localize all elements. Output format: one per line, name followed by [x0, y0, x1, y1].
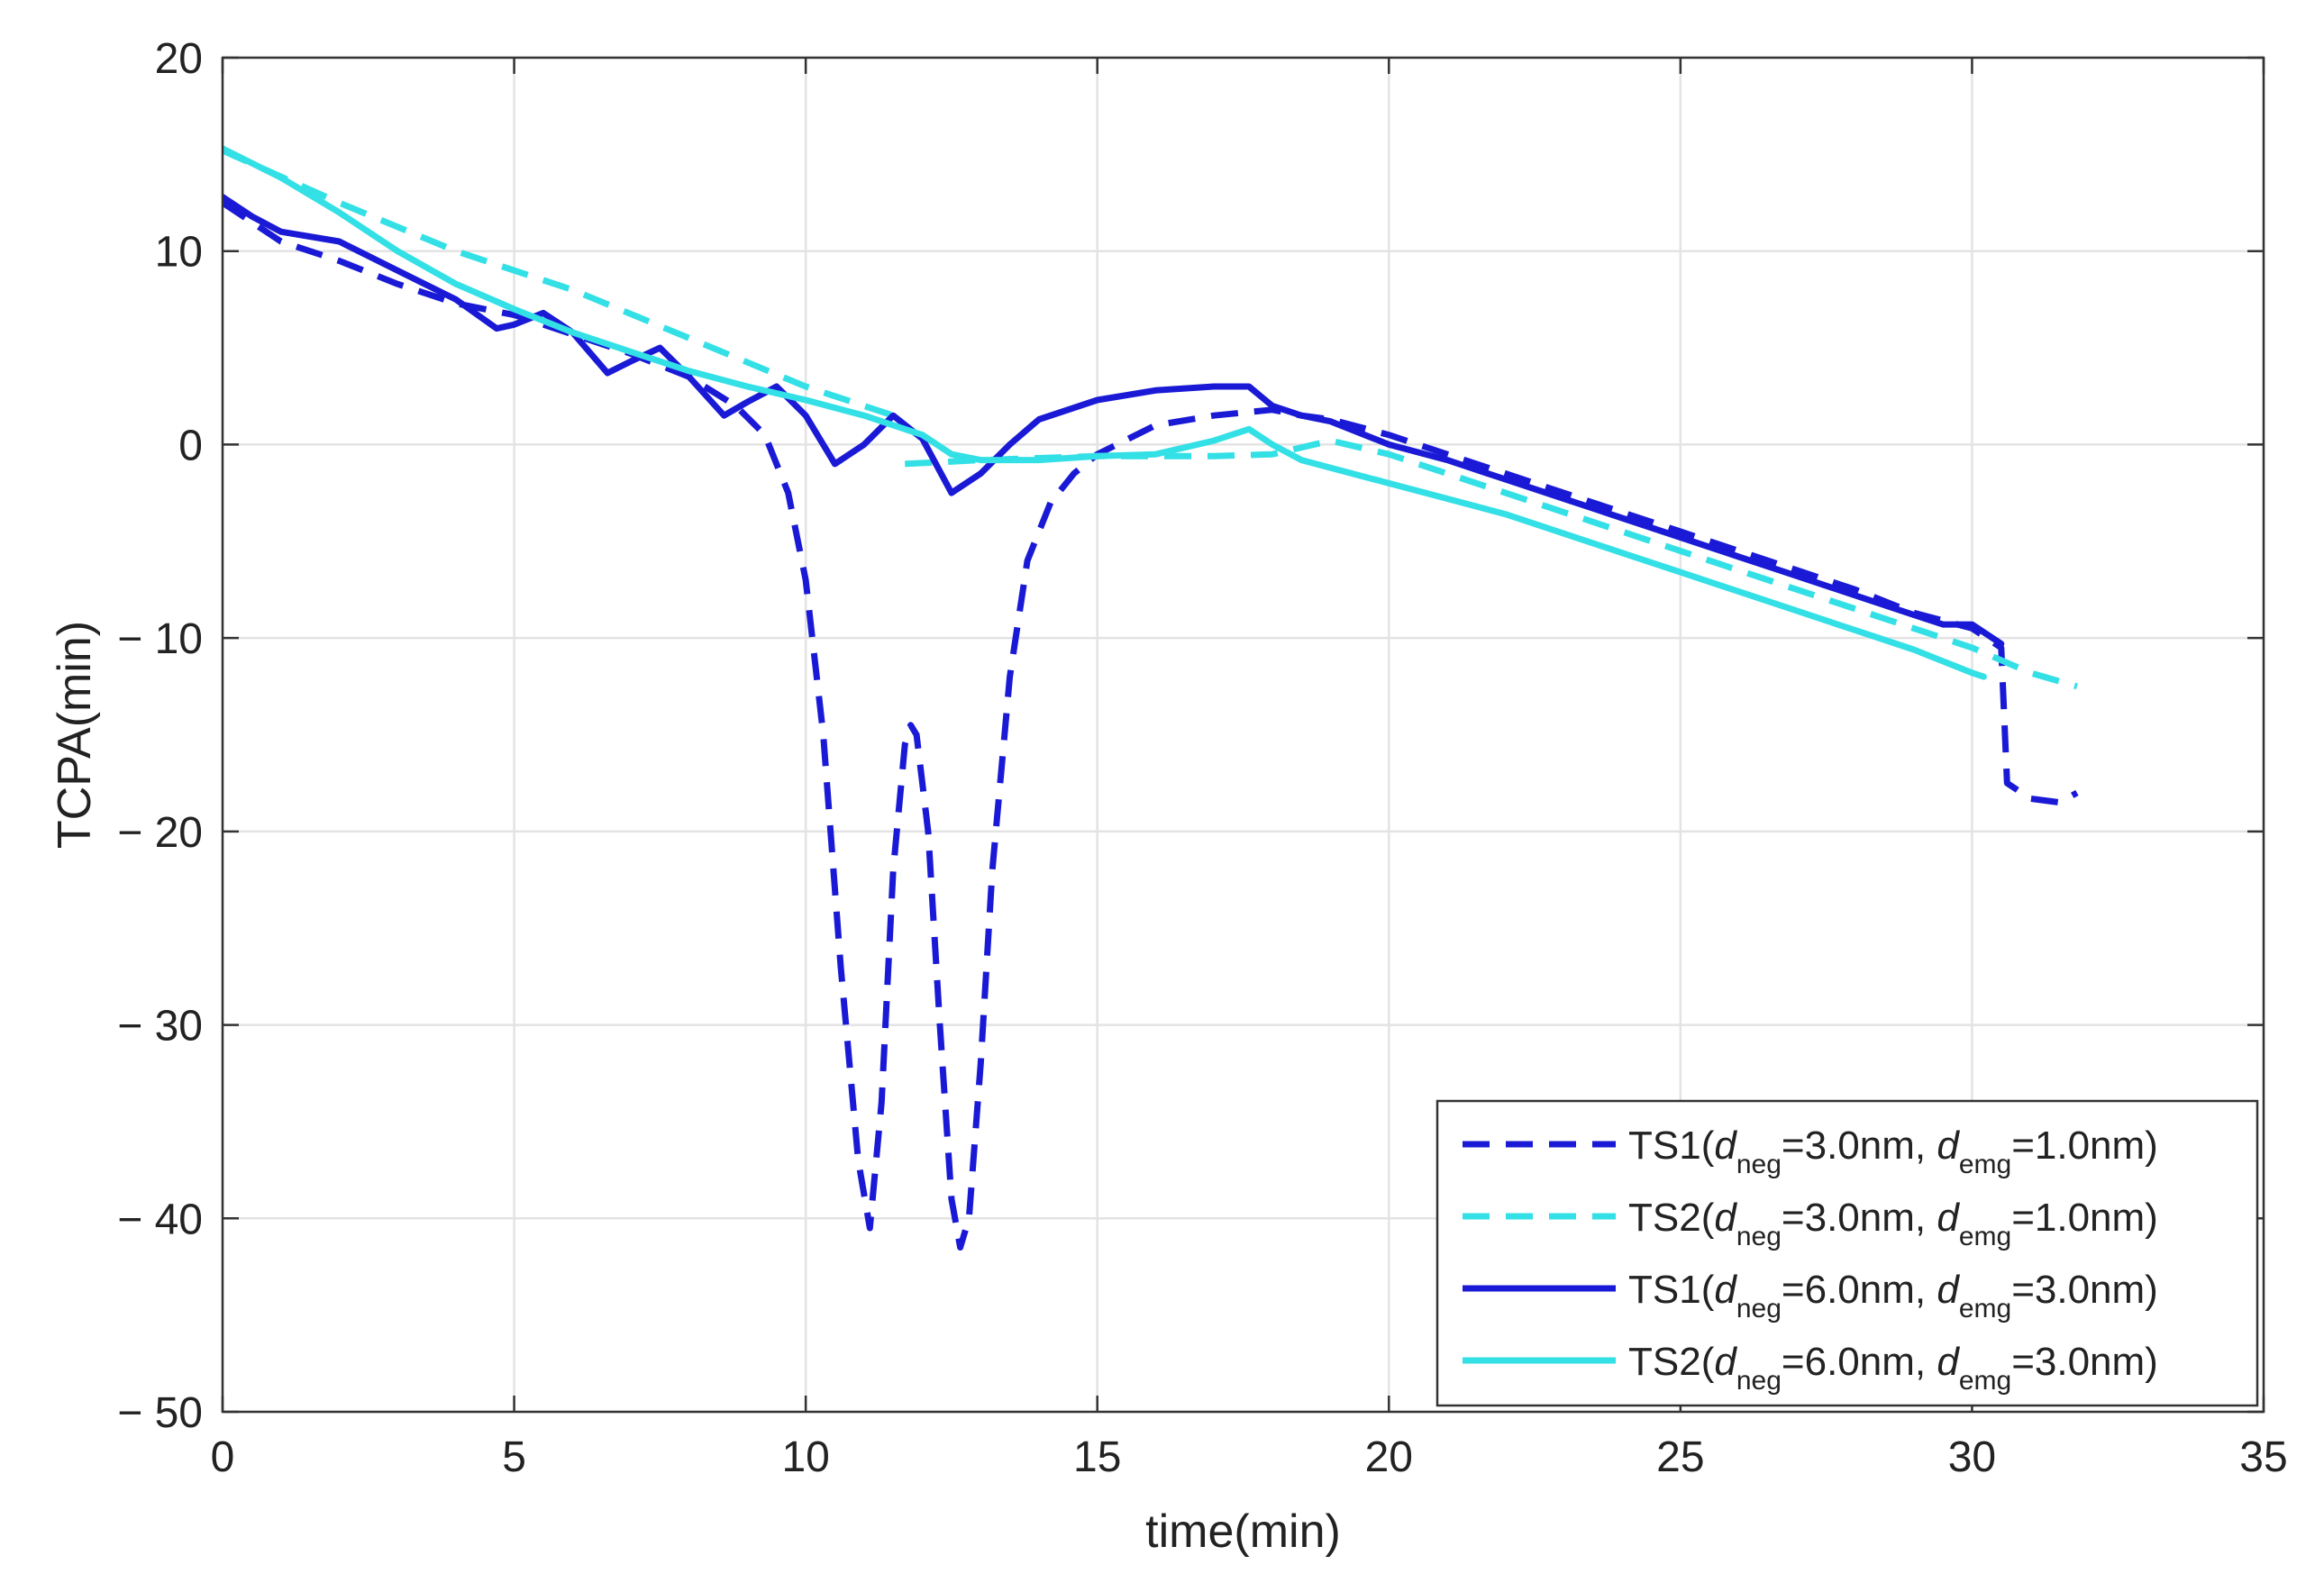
- legend-text-part: =3.0nm,: [1782, 1124, 1937, 1168]
- legend-text-part: =3.0nm,: [1782, 1196, 1937, 1240]
- legend-text-part: d: [1937, 1124, 1960, 1168]
- legend-text-part: TS1(: [1628, 1124, 1715, 1168]
- series-line-3-segment-1: [223, 194, 2005, 648]
- legend-text-part: =6.0nm,: [1782, 1340, 1937, 1384]
- legend-text-part: neg: [1736, 1222, 1782, 1251]
- legend-text-part: d: [1937, 1268, 1960, 1312]
- legend-text-part: TS1(: [1628, 1268, 1715, 1312]
- y-tick-label: 10: [155, 229, 203, 277]
- legend-text-part: =1.0nm): [2011, 1196, 2158, 1240]
- legend-label-1: TS1(dneg=3.0nm, demg=1.0nm): [1628, 1124, 2158, 1179]
- legend-text-part: emg: [1959, 1222, 2011, 1251]
- axes-box: [221, 56, 2265, 1414]
- x-tick-label: 30: [1948, 1433, 1996, 1481]
- y-axis-label: TCPA(min): [49, 621, 101, 849]
- y-tick-label: 20: [155, 35, 203, 83]
- ticks: [221, 56, 2265, 1414]
- legend-label-2: TS2(dneg=3.0nm, demg=1.0nm): [1628, 1196, 2158, 1251]
- x-tick-label: 10: [781, 1433, 829, 1481]
- legend-text-part: d: [1714, 1340, 1737, 1384]
- legend-text-part: =6.0nm,: [1782, 1268, 1937, 1312]
- legend-text-part: =3.0nm): [2011, 1340, 2158, 1384]
- legend-text-part: neg: [1736, 1366, 1782, 1396]
- legend-text-part: TS2(: [1628, 1196, 1715, 1240]
- y-tick-label: − 40: [117, 1196, 203, 1243]
- legend-label-3: TS1(dneg=6.0nm, demg=3.0nm): [1628, 1268, 2158, 1324]
- x-tick-label: 15: [1073, 1433, 1121, 1481]
- legend-text-part: d: [1714, 1196, 1737, 1240]
- legend-text-part: emg: [1959, 1294, 2011, 1324]
- legend-text-part: neg: [1736, 1294, 1782, 1324]
- legend-text-part: neg: [1736, 1150, 1782, 1179]
- series-group: [223, 145, 2079, 1251]
- series-line-2-segment-1: [223, 147, 895, 419]
- x-tick-label: 25: [1656, 1433, 1704, 1481]
- legend-text-part: emg: [1959, 1366, 2011, 1396]
- legend-text-part: d: [1714, 1268, 1737, 1312]
- legend-box: [1435, 1099, 2259, 1407]
- series-line-4-segment-1: [223, 145, 1987, 680]
- legend-text-part: d: [1714, 1124, 1737, 1168]
- legend-label-4: TS2(dneg=6.0nm, demg=3.0nm): [1628, 1340, 2158, 1396]
- y-tick-label: − 50: [117, 1389, 203, 1437]
- x-tick-label: 35: [2239, 1433, 2287, 1481]
- y-tick-label: − 30: [117, 1003, 203, 1051]
- legend-text-part: TS2(: [1628, 1340, 1715, 1384]
- legend-text-part: d: [1937, 1340, 1960, 1384]
- x-axis-label: time(min): [1145, 1506, 1341, 1558]
- y-tick-label: − 10: [117, 615, 203, 663]
- y-tick-label: − 20: [117, 809, 203, 857]
- legend-text-part: =1.0nm): [2011, 1124, 2158, 1168]
- x-tick-label: 0: [211, 1433, 235, 1481]
- series-line-1-segment-1: [223, 200, 2079, 1251]
- legend-text-part: =3.0nm): [2011, 1268, 2158, 1312]
- x-tick-label: 5: [502, 1433, 526, 1481]
- y-tick-label: 0: [178, 422, 203, 469]
- legend: TS1(dneg=3.0nm, demg=1.0nm)TS2(dneg=3.0n…: [1435, 1099, 2259, 1407]
- legend-text-part: d: [1937, 1196, 1960, 1240]
- legend-text-part: emg: [1959, 1150, 2011, 1179]
- x-tick-label: 20: [1365, 1433, 1413, 1481]
